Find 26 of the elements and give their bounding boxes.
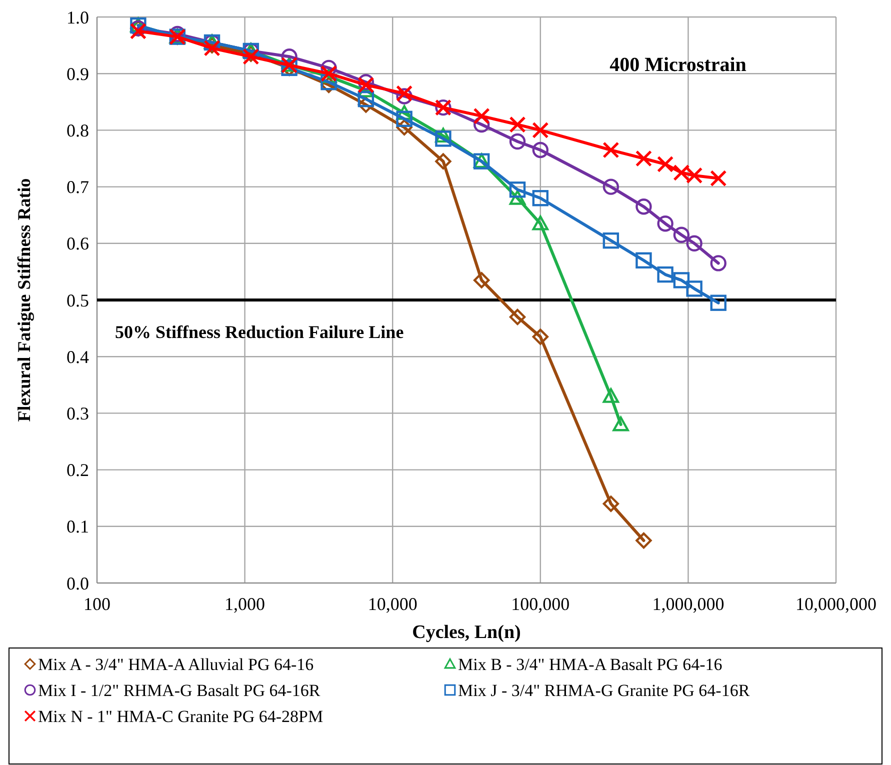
y-tick-label: 0.3 [66, 404, 89, 424]
y-tick-label: 0.5 [66, 290, 89, 310]
x-tick-label: 100,000 [511, 594, 570, 614]
legend-label: Mix I - 1/2" RHMA-G Basalt PG 64-16R [38, 680, 321, 700]
annotation: 400 Microstrain [610, 54, 746, 76]
y-tick-label: 0.8 [66, 120, 89, 140]
y-tick-label: 0.7 [66, 177, 89, 198]
y-tick-label: 0.2 [66, 460, 89, 480]
x-tick-label: 10,000,000 [796, 594, 876, 614]
x-tick-label: 1,000 [224, 594, 266, 614]
y-tick-label: 0.6 [66, 234, 89, 254]
x-tick-label: 1,000,000 [652, 594, 724, 614]
x-tick-label: 10,000 [368, 594, 418, 614]
legend-label: Mix N - 1" HMA-C Granite PG 64-28PM [38, 706, 324, 726]
y-axis-title: Flexural Fatigue Stiffness Ratio [14, 178, 34, 422]
legend-label: Mix A - 3/4" HMA-A Alluvial PG 64-16 [38, 654, 314, 674]
y-tick-label: 0.9 [66, 64, 89, 84]
ref-line-label: 50% Stiffness Reduction Failure Line [115, 322, 404, 342]
y-tick-label: 0.4 [66, 346, 89, 367]
y-tick-label: 1.0 [66, 7, 89, 28]
legend-label: Mix J - 3/4" RHMA-G Granite PG 64-16R [458, 680, 750, 700]
x-axis-title: Cycles, Ln(n) [412, 622, 521, 643]
y-tick-label: 0.0 [66, 573, 89, 594]
y-tick-label: 0.1 [66, 516, 89, 537]
x-tick-label: 100 [84, 594, 110, 614]
legend-label: Mix B - 3/4" HMA-A Basalt PG 64-16 [458, 654, 722, 674]
